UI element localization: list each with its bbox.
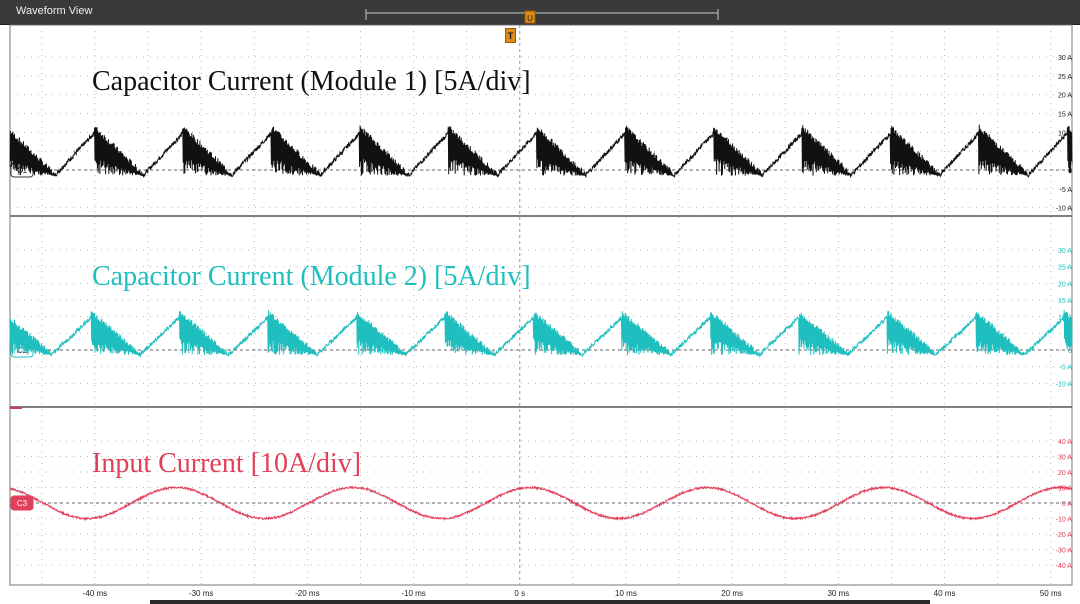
x-tick-label: 50 ms bbox=[1040, 589, 1062, 598]
plot-frame bbox=[9, 24, 1073, 586]
channel-badge-c3 bbox=[10, 495, 34, 511]
y-tick-label: -5 A bbox=[1060, 365, 1073, 372]
horizontal-scroll-indicator bbox=[150, 600, 930, 604]
channel-annotation-c2: Capacitor Current (Module 2) [5A/div] bbox=[92, 261, 531, 292]
y-tick-label: 25 A bbox=[1058, 265, 1072, 272]
trigger-marker[interactable]: T bbox=[505, 28, 516, 43]
y-tick-label: -40 A bbox=[1056, 563, 1073, 570]
y-tick-label: 10 A bbox=[1058, 486, 1072, 493]
y-tick-label: 0 bbox=[1068, 348, 1072, 355]
y-tick-label: -10 A bbox=[1056, 381, 1073, 388]
channel-annotation-c3: Input Current [10A/div] bbox=[92, 448, 361, 479]
trigger-position-marker bbox=[524, 10, 536, 24]
y-tick-label: 30 A bbox=[1058, 455, 1072, 462]
waveform-c3 bbox=[9, 485, 1073, 522]
channel-badge-label: C2 bbox=[17, 346, 28, 355]
y-tick-label: 15 A bbox=[1058, 298, 1072, 305]
channel-annotation-c1: Capacitor Current (Module 1) [5A/div] bbox=[92, 66, 531, 97]
y-tick-label: 20 A bbox=[1058, 93, 1072, 100]
y-tick-label: 15 A bbox=[1058, 112, 1072, 119]
y-tick-label: 30 A bbox=[1058, 248, 1072, 255]
x-tick-label: -20 ms bbox=[295, 589, 319, 598]
waveform-c2 bbox=[9, 310, 1073, 359]
y-tick-label: -30 A bbox=[1056, 548, 1073, 555]
y-tick-label: 40 A bbox=[1058, 439, 1072, 446]
y-tick-label: 20 A bbox=[1058, 470, 1072, 477]
waveform-c1 bbox=[9, 124, 1073, 179]
x-tick-label: 0 s bbox=[514, 589, 525, 598]
x-tick-label: 20 ms bbox=[721, 589, 743, 598]
x-tick-label: -10 ms bbox=[401, 589, 425, 598]
y-tick-label: 10 A bbox=[1058, 130, 1072, 137]
y-tick-label: 25 A bbox=[1058, 74, 1072, 81]
trigger-position-label: U bbox=[527, 14, 533, 23]
x-tick-label: 10 ms bbox=[615, 589, 637, 598]
y-tick-label: 20 A bbox=[1058, 281, 1072, 288]
x-tick-label: -30 ms bbox=[189, 589, 213, 598]
y-tick-label: -10 A bbox=[1056, 206, 1073, 213]
y-tick-label: -10 A bbox=[1056, 517, 1073, 524]
y-tick-label: -5 A bbox=[1060, 187, 1073, 194]
y-tick-label: 0 A bbox=[1062, 501, 1072, 508]
x-tick-label: 40 ms bbox=[934, 589, 956, 598]
x-tick-label: -40 ms bbox=[83, 589, 107, 598]
channel-badge-label: C3 bbox=[17, 499, 28, 508]
y-tick-label: -20 A bbox=[1056, 532, 1073, 539]
window-title: Waveform View bbox=[16, 5, 93, 17]
y-tick-label: 30 A bbox=[1058, 55, 1072, 62]
x-tick-label: 30 ms bbox=[827, 589, 849, 598]
